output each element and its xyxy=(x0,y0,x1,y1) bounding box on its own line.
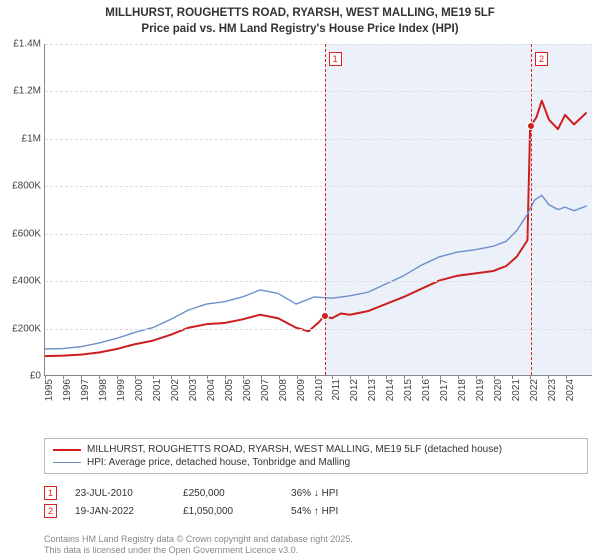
x-tick-label: 2013 xyxy=(367,379,378,401)
x-tick-label: 2003 xyxy=(188,379,199,401)
y-tick-label: £0 xyxy=(30,371,41,382)
credit-line1: Contains HM Land Registry data © Crown c… xyxy=(44,534,588,545)
x-tick-label: 2008 xyxy=(278,379,289,401)
y-tick-label: £800K xyxy=(12,181,41,192)
title-line1: MILLHURST, ROUGHETTS ROAD, RYARSH, WEST … xyxy=(10,6,590,22)
x-tick-label: 2004 xyxy=(206,379,217,401)
y-tick-label: £400K xyxy=(12,276,41,287)
marker-table-row: 1 23-JUL-2010 £250,000 36% ↓ HPI xyxy=(44,484,588,502)
x-tick-label: 2006 xyxy=(242,379,253,401)
x-tick-label: 2020 xyxy=(493,379,504,401)
y-tick-label: £600K xyxy=(12,228,41,239)
series-lines xyxy=(45,44,592,375)
gridline xyxy=(45,44,592,45)
y-tick-label: £1.2M xyxy=(13,86,41,97)
x-tick-label: 2018 xyxy=(457,379,468,401)
gridline xyxy=(45,281,592,282)
x-tick-label: 2014 xyxy=(385,379,396,401)
legend-swatch xyxy=(53,462,81,463)
x-tick-label: 2016 xyxy=(421,379,432,401)
x-tick-label: 1995 xyxy=(44,379,55,401)
x-tick-label: 2009 xyxy=(296,379,307,401)
x-tick-label: 2015 xyxy=(403,379,414,401)
marker-table-price: £250,000 xyxy=(183,488,273,499)
credit: Contains HM Land Registry data © Crown c… xyxy=(44,534,588,557)
marker-table-delta: 36% ↓ HPI xyxy=(291,488,381,499)
x-tick-label: 2010 xyxy=(314,379,325,401)
x-tick-label: 2002 xyxy=(170,379,181,401)
x-tick-label: 2005 xyxy=(224,379,235,401)
marker-table-badge: 2 xyxy=(44,504,57,518)
marker-table-row: 2 19-JAN-2022 £1,050,000 54% ↑ HPI xyxy=(44,502,588,520)
legend-swatch xyxy=(53,449,81,451)
gridline xyxy=(45,329,592,330)
title-line2: Price paid vs. HM Land Registry's House … xyxy=(10,22,590,38)
marker-table-date: 23-JUL-2010 xyxy=(75,488,165,499)
x-tick-label: 2000 xyxy=(134,379,145,401)
x-tick-label: 1997 xyxy=(80,379,91,401)
marker-table-delta: 54% ↑ HPI xyxy=(291,506,381,517)
gridline xyxy=(45,139,592,140)
sale-marker-line xyxy=(325,44,326,375)
gridline xyxy=(45,186,592,187)
gridline xyxy=(45,91,592,92)
x-tick-label: 2022 xyxy=(529,379,540,401)
gridline xyxy=(45,234,592,235)
x-tick-label: 2019 xyxy=(475,379,486,401)
plot-area: £0£200K£400K£600K£800K£1M£1.2M£1.4M19951… xyxy=(44,44,592,376)
x-tick-label: 2023 xyxy=(547,379,558,401)
sale-marker-table: 1 23-JUL-2010 £250,000 36% ↓ HPI 2 19-JAN-202… xyxy=(44,484,588,520)
legend: MILLHURST, ROUGHETTS ROAD, RYARSH, WEST … xyxy=(44,438,588,474)
x-tick-label: 2017 xyxy=(439,379,450,401)
x-tick-label: 2024 xyxy=(565,379,576,401)
marker-table-date: 19-JAN-2022 xyxy=(75,506,165,517)
legend-label: HPI: Average price, detached house, Tonb… xyxy=(87,457,350,468)
chart: £0£200K£400K£600K£800K£1M£1.2M£1.4M19951… xyxy=(0,44,600,404)
sale-point xyxy=(527,122,535,130)
marker-table-badge: 1 xyxy=(44,486,57,500)
x-tick-label: 2011 xyxy=(331,379,342,401)
legend-row: HPI: Average price, detached house, Tonb… xyxy=(53,456,579,469)
x-tick-label: 2012 xyxy=(349,379,360,401)
x-tick-label: 1996 xyxy=(62,379,73,401)
y-tick-label: £200K xyxy=(12,323,41,334)
sale-marker-badge: 2 xyxy=(535,52,548,66)
marker-table-price: £1,050,000 xyxy=(183,506,273,517)
x-tick-label: 1998 xyxy=(98,379,109,401)
y-tick-label: £1.4M xyxy=(13,39,41,50)
x-tick-label: 2007 xyxy=(260,379,271,401)
x-tick-label: 2021 xyxy=(511,379,522,401)
sale-marker-line xyxy=(531,44,532,375)
x-tick-label: 2001 xyxy=(152,379,163,401)
y-tick-label: £1M xyxy=(22,133,41,144)
sale-point xyxy=(321,312,329,320)
credit-line2: This data is licensed under the Open Gov… xyxy=(44,545,588,556)
legend-label: MILLHURST, ROUGHETTS ROAD, RYARSH, WEST … xyxy=(87,444,502,455)
sale-marker-badge: 1 xyxy=(329,52,342,66)
x-tick-label: 1999 xyxy=(116,379,127,401)
legend-row: MILLHURST, ROUGHETTS ROAD, RYARSH, WEST … xyxy=(53,443,579,456)
